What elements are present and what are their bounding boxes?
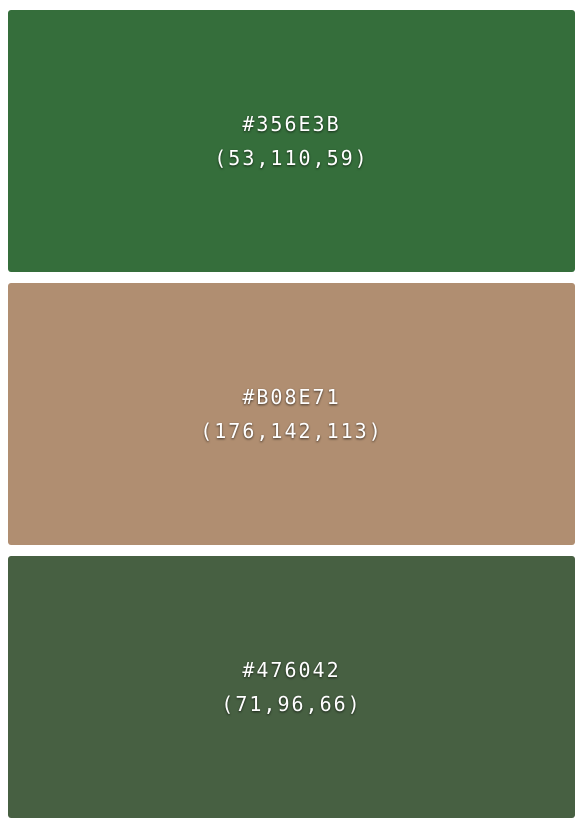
- swatch-rgb-label: (53,110,59): [214, 146, 369, 170]
- color-swatch-2: #B08E71 (176,142,113): [8, 283, 575, 545]
- swatch-rgb-label: (176,142,113): [200, 419, 383, 443]
- swatch-rgb-label: (71,96,66): [221, 692, 362, 716]
- color-swatch-1: #356E3B (53,110,59): [8, 10, 575, 272]
- swatch-hex-label: #356E3B: [242, 112, 341, 136]
- swatch-hex-label: #B08E71: [242, 385, 341, 409]
- color-swatch-3: #476042 (71,96,66): [8, 556, 575, 818]
- swatch-hex-label: #476042: [242, 658, 341, 682]
